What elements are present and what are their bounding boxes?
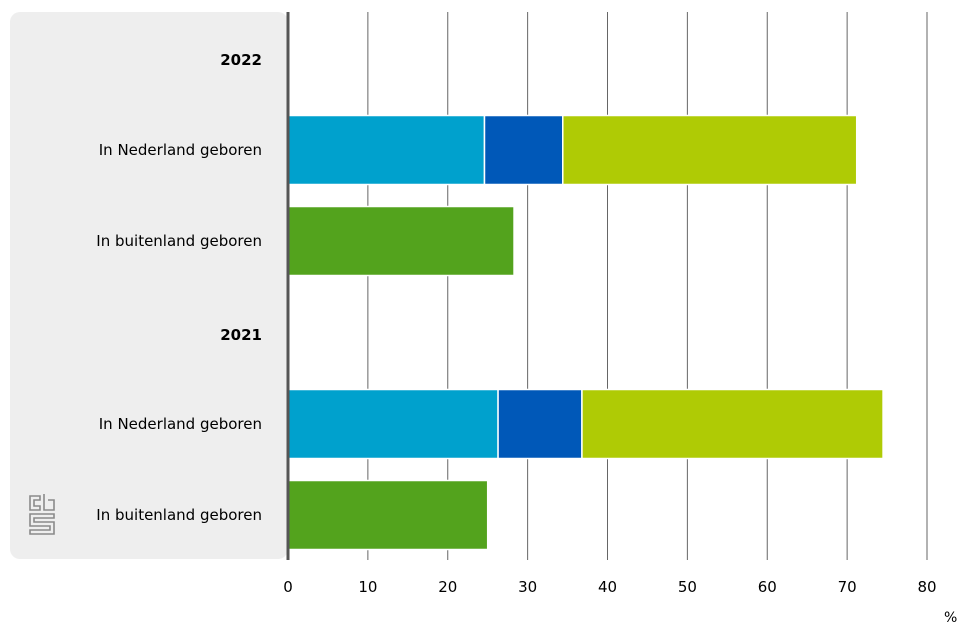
bar-segment [287, 388, 499, 460]
year-group-label: 2021 [220, 326, 262, 344]
x-tick-label: 40 [597, 578, 618, 596]
x-tick-label: 50 [677, 578, 697, 596]
x-tick-label: 60 [757, 578, 777, 596]
bar-segment [287, 114, 486, 186]
category-label: In buitenland geboren [96, 232, 262, 250]
x-tick-label: 20 [438, 578, 458, 596]
category-label: In Nederland geboren [98, 141, 262, 159]
year-group-label: 2022 [220, 51, 262, 69]
unit-label: % [944, 610, 958, 626]
x-tick-label: 30 [518, 578, 538, 596]
bar-segment [562, 114, 858, 186]
bar-segment [497, 388, 583, 460]
x-tick-label: 10 [358, 578, 378, 596]
category-label: In Nederland geboren [98, 415, 262, 433]
bar-segment [483, 114, 564, 186]
category-label: In buitenland geboren [96, 506, 262, 524]
cbs-logo [29, 494, 55, 535]
x-tick-label: 80 [917, 578, 937, 596]
bar-segment [287, 479, 489, 551]
label-panel [10, 12, 288, 559]
bar-segment [581, 388, 884, 460]
x-tick-label: 70 [837, 578, 857, 596]
x-tick-label: 0 [283, 578, 293, 596]
bar-segment [287, 205, 515, 277]
